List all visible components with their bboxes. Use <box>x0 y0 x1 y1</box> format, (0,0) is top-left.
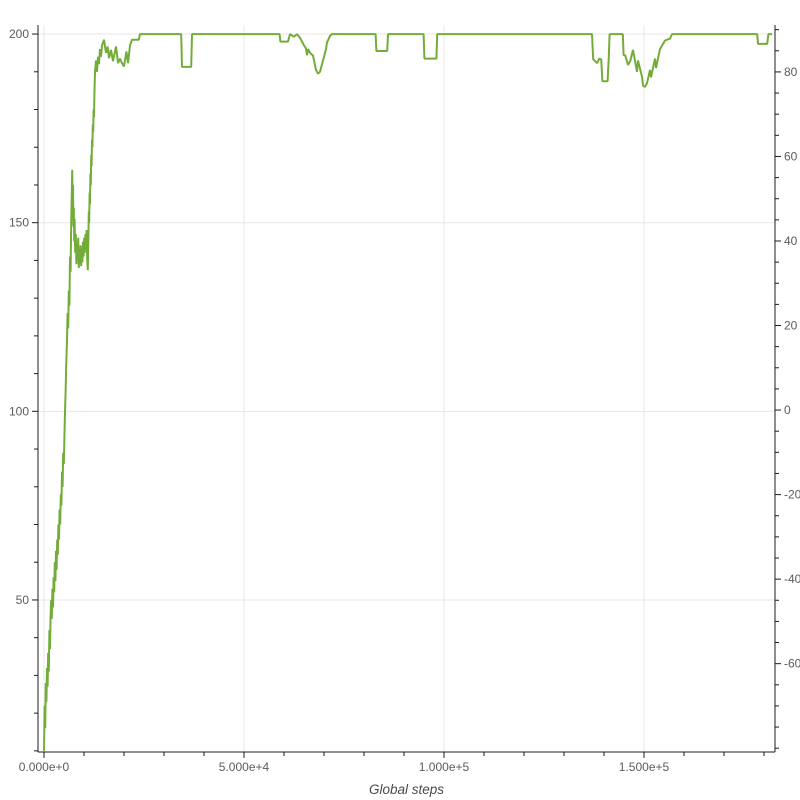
x-tick-label: 1.500e+5 <box>619 760 670 774</box>
y-left-tick-label: 150 <box>9 216 29 230</box>
x-axis-title: Global steps <box>369 782 444 797</box>
y-right-tick-label: -20 <box>784 488 800 502</box>
y-right-tick-label: 40 <box>784 234 798 248</box>
y-right-tick-label: 0 <box>784 403 791 417</box>
x-tick-label: 0.000e+0 <box>19 760 70 774</box>
x-tick-label: 1.000e+5 <box>419 760 470 774</box>
y-left-tick-label: 50 <box>16 593 30 607</box>
y-left-tick-label: 200 <box>9 27 29 41</box>
y-right-tick-label: 20 <box>784 319 798 333</box>
y-right-tick-label: -60 <box>784 657 800 671</box>
x-tick-label: 5.000e+4 <box>219 760 270 774</box>
y-right-tick-label: 80 <box>784 65 798 79</box>
y-right-tick-label: -40 <box>784 572 800 586</box>
y-right-tick-label: 60 <box>784 149 798 163</box>
series-line <box>43 33 772 751</box>
y-left-tick-label: 100 <box>9 404 29 418</box>
